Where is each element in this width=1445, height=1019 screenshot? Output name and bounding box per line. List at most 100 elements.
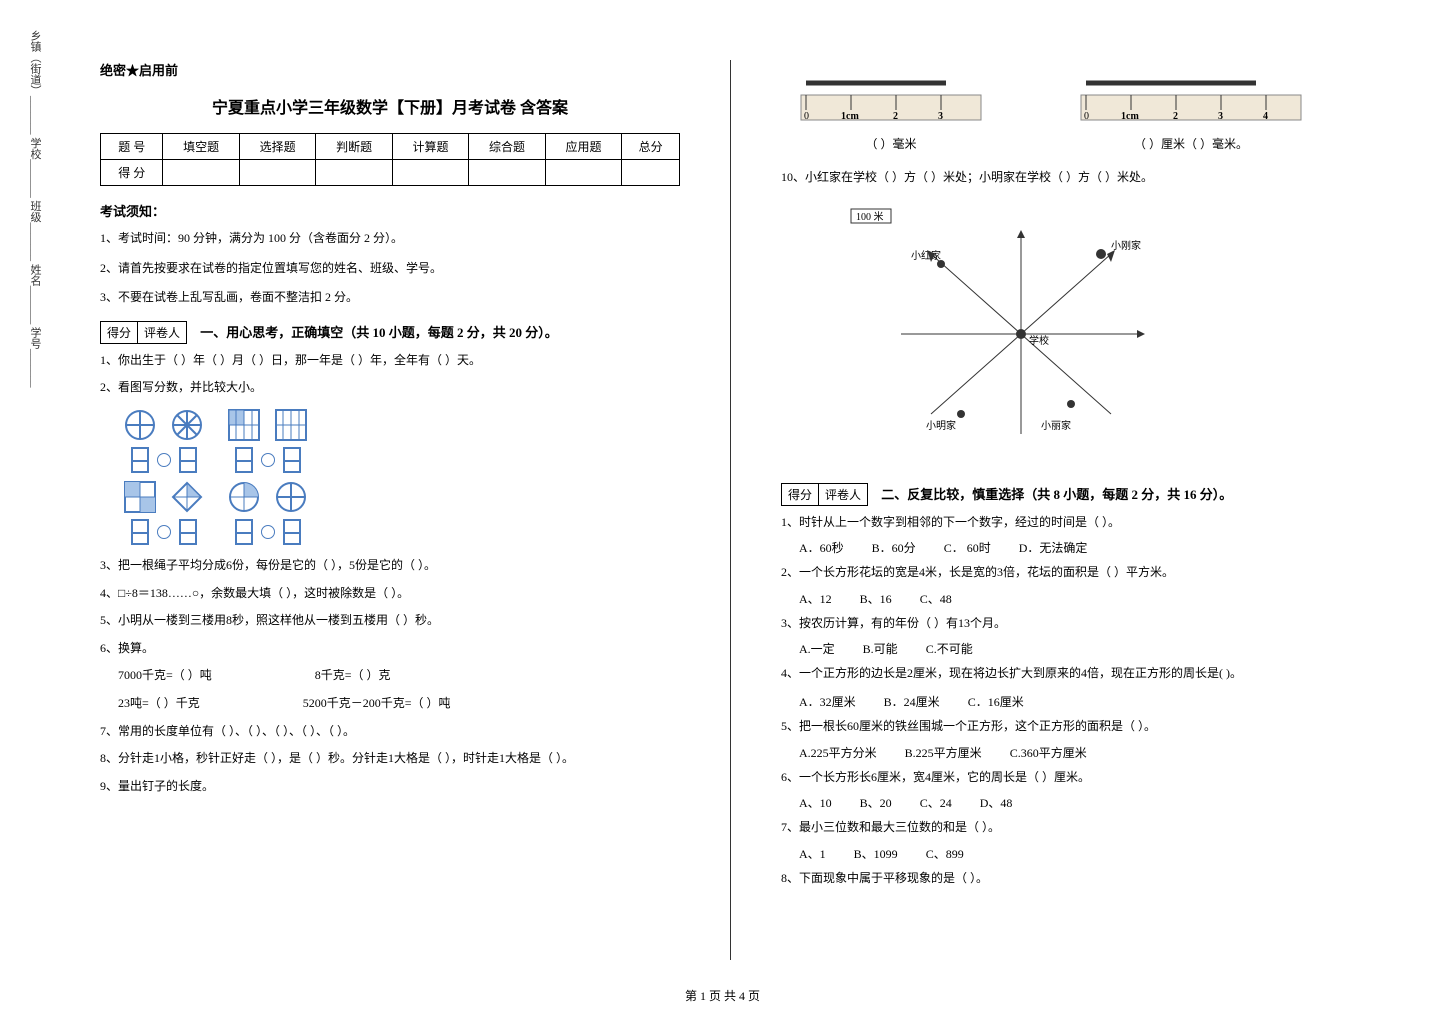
question: 5、小明从一楼到三楼用8秒，照这样他从一楼到五楼用（ ）秒。: [100, 610, 680, 632]
question: 10、小红家在学校（ ）方（ ）米处；小明家在学校（ ）方（ ）米处。: [781, 167, 1361, 189]
q6b: 8千克=（ ）克: [315, 668, 391, 682]
opt: D、48: [980, 796, 1013, 810]
options: A．60秒 B．60分 C． 60时 D．无法确定: [799, 539, 1361, 556]
ruler-mark: 1cm: [841, 111, 859, 122]
binding-margin-labels: 乡镇（街道）_______ 学校_______ 班级_______ 姓名____…: [20, 30, 50, 950]
section2-header: 得分 评卷人 二、反复比较，慎重选择（共 8 小题，每题 2 分，共 16 分）…: [781, 483, 1361, 506]
question: 7、最小三位数和最大三位数的和是（ ）。: [781, 817, 1361, 839]
section2-title: 二、反复比较，慎重选择（共 8 小题，每题 2 分，共 16 分）。: [881, 487, 1232, 502]
ruler-mark: 0: [1084, 111, 1089, 122]
grader-label: 评卷人: [819, 484, 867, 505]
opt: A.225平方分米: [799, 746, 877, 760]
td: [316, 160, 392, 186]
shape-group: [228, 409, 307, 473]
ruler-mark: 3: [1218, 111, 1223, 122]
opt: A.一定: [799, 642, 835, 656]
compare-circle-icon: [261, 525, 275, 539]
question: 8、分针走1小格，秒针正好走（ ），是（ ）秒。分针走1大格是（ ），时针走1大…: [100, 748, 680, 770]
options: A、10 B、20 C、24 D、48: [799, 794, 1361, 811]
td: [163, 160, 239, 186]
ruler-icon: 0 1cm 2 3 4: [1076, 75, 1306, 125]
compare-circle-icon: [261, 453, 275, 467]
score-box: 得分 评卷人: [100, 321, 187, 344]
td: [469, 160, 545, 186]
q6d: 5200千克－200千克=（ ）吨: [303, 696, 451, 710]
opt: C、48: [920, 592, 952, 606]
page-title: 宁夏重点小学三年级数学【下册】月考试卷 含答案: [100, 94, 680, 118]
table-row: 题 号 填空题 选择题 判断题 计算题 综合题 应用题 总分: [101, 134, 680, 160]
right-column: 0 1cm 2 3 （ ）毫米 0 1cm 2 3: [781, 60, 1361, 960]
ruler-label: （ ）厘米（ ）毫米。: [1076, 135, 1306, 152]
map-label-ming: 小明家: [926, 419, 956, 432]
grid-square-shaded-icon: [124, 481, 156, 513]
shape-row: [124, 481, 680, 545]
section1-title: 一、用心思考，正确填空（共 10 小题，每题 2 分，共 20 分）。: [200, 325, 558, 340]
grid-square-icon: [228, 409, 260, 441]
opt: B.225平方厘米: [905, 746, 982, 760]
opt: C.不可能: [926, 642, 973, 656]
ruler-mark: 1cm: [1121, 111, 1139, 122]
opt: B．24厘米: [884, 695, 940, 709]
sidebar-field: 乡镇（街道）_______ 学校_______ 班级_______ 姓名____…: [27, 30, 43, 950]
section1-header: 得分 评卷人 一、用心思考，正确填空（共 10 小题，每题 2 分，共 20 分…: [100, 321, 680, 344]
ruler-mark: 3: [938, 111, 943, 122]
opt: A、10: [799, 796, 832, 810]
opt: A．32厘米: [799, 695, 856, 709]
score-label: 得分: [782, 484, 819, 505]
opt: B、16: [860, 592, 892, 606]
map-label-school: 学校: [1029, 334, 1049, 347]
compare-circle-icon: [157, 453, 171, 467]
question: 1、你出生于（ ）年（ ）月（ ）日，那一年是（ ）年，全年有（ ）天。: [100, 350, 680, 372]
question: 3、把一根绳子平均分成6份，每份是它的（ ），5份是它的（ ）。: [100, 555, 680, 577]
question-sub: 7000千克=（ ）吨 8千克=（ ）克: [118, 665, 680, 687]
th: 题 号: [101, 134, 163, 160]
opt: B．60分: [872, 541, 916, 555]
opt: A、12: [799, 592, 832, 606]
score-label: 得分: [101, 322, 138, 343]
page-footer: 第 1 页 共 4 页: [0, 987, 1445, 1004]
instructions-label: 考试须知：: [100, 201, 680, 220]
circle-quarters-icon: [275, 481, 307, 513]
left-column: 绝密★启用前 宁夏重点小学三年级数学【下册】月考试卷 含答案 题 号 填空题 选…: [100, 60, 680, 960]
map-label-gang: 小刚家: [1111, 239, 1141, 252]
ruler-row: 0 1cm 2 3 （ ）毫米 0 1cm 2 3: [781, 70, 1361, 157]
question: 7、常用的长度单位有（ ）、（ ）、（ ）、（ ）、（ ）。: [100, 721, 680, 743]
map-label-li: 小丽家: [1041, 419, 1071, 432]
fraction-blank-icon: [283, 519, 301, 545]
fraction-blank-icon: [235, 519, 253, 545]
question: 4、一个正方形的边长是2厘米，现在将边长扩大到原来的4倍，现在正方形的周长是( …: [781, 663, 1361, 685]
ruler-label: （ ）毫米: [796, 135, 986, 152]
score-table: 题 号 填空题 选择题 判断题 计算题 综合题 应用题 总分 得 分: [100, 133, 680, 186]
th: 应用题: [545, 134, 621, 160]
td: [239, 160, 315, 186]
circle-quarter-shaded-icon: [228, 481, 260, 513]
page-content: 绝密★启用前 宁夏重点小学三年级数学【下册】月考试卷 含答案 题 号 填空题 选…: [100, 60, 1390, 960]
grid-square-icon: [275, 409, 307, 441]
ruler-mark: 4: [1263, 111, 1268, 122]
question: 6、一个长方形长6厘米，宽4厘米，它的周长是（ ）厘米。: [781, 767, 1361, 789]
question: 8、下面现象中属于平移现象的是（ ）。: [781, 868, 1361, 890]
opt: B、1099: [854, 847, 898, 861]
th: 判断题: [316, 134, 392, 160]
fraction-blank-icon: [131, 519, 149, 545]
grader-label: 评卷人: [138, 322, 186, 343]
instruction-item: 2、请首先按要求在试卷的指定位置填写您的姓名、班级、学号。: [100, 258, 680, 280]
map-label-red: 小红家: [911, 249, 941, 262]
th: 总分: [622, 134, 680, 160]
options: A.一定 B.可能 C.不可能: [799, 640, 1361, 657]
options: A.225平方分米 B.225平方厘米 C.360平方厘米: [799, 744, 1361, 761]
q6c: 23吨=（ ）千克: [118, 696, 200, 710]
opt: C、24: [920, 796, 952, 810]
shape-group: [228, 481, 307, 545]
question-sub: 23吨=（ ）千克 5200千克－200千克=（ ）吨: [118, 693, 680, 715]
th: 选择题: [239, 134, 315, 160]
shape-row: [124, 409, 680, 473]
map-diagram: 100 米 小红家 小刚家 学校 小明家 小丽家: [841, 204, 1361, 468]
th: 填空题: [163, 134, 239, 160]
compare-circle-icon: [157, 525, 171, 539]
question: 9、量出钉子的长度。: [100, 776, 680, 798]
q6a: 7000千克=（ ）吨: [118, 668, 212, 682]
th: 综合题: [469, 134, 545, 160]
opt: C.360平方厘米: [1010, 746, 1087, 760]
circle-half-icon: [124, 409, 156, 441]
